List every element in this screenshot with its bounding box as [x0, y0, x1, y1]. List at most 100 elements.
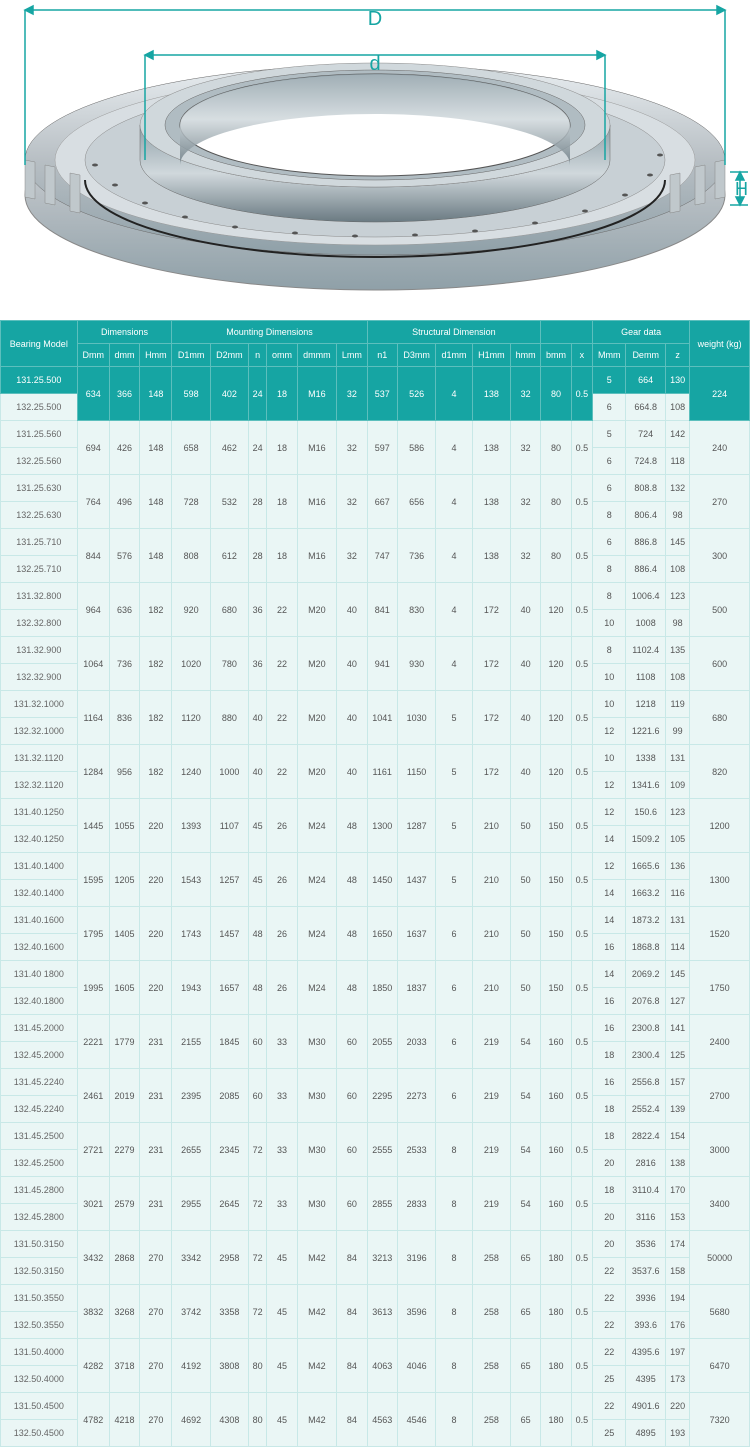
cell-value: 210: [472, 961, 510, 1015]
header-col: Lmm: [337, 344, 367, 367]
cell-gear: 2076.8: [626, 988, 666, 1015]
cell-gear: 664.8: [626, 394, 666, 421]
header-col: Demm: [626, 344, 666, 367]
cell-model: 132.40.1250: [1, 826, 78, 853]
header-group: [541, 321, 593, 344]
cell-value: 4308: [210, 1393, 248, 1447]
cell-gear: 145: [665, 529, 689, 556]
cell-value: M42: [297, 1339, 337, 1393]
cell-value: 2958: [210, 1231, 248, 1285]
header-col: hmm: [510, 344, 540, 367]
cell-gear: 123: [665, 583, 689, 610]
cell-gear: 1102.4: [626, 637, 666, 664]
cell-model: 132.25.500: [1, 394, 78, 421]
cell-value: 180: [541, 1393, 571, 1447]
cell-gear: 393.6: [626, 1312, 666, 1339]
cell-value: 148: [140, 529, 172, 583]
cell-value: 656: [397, 475, 435, 529]
cell-value: 1995: [77, 961, 109, 1015]
cell-model: 132.45.2500: [1, 1150, 78, 1177]
cell-gear: 886.8: [626, 529, 666, 556]
cell-value: 6: [436, 907, 472, 961]
cell-value: 3613: [367, 1285, 397, 1339]
cell-value: 84: [337, 1393, 367, 1447]
cell-gear: 12: [593, 799, 626, 826]
cell-value: 150: [541, 799, 571, 853]
cell-value: 0.5: [571, 961, 592, 1015]
cell-value: 40: [337, 691, 367, 745]
cell-value: 0.5: [571, 1339, 592, 1393]
cell-gear: 4895: [626, 1420, 666, 1447]
cell-value: 3358: [210, 1285, 248, 1339]
cell-gear: 153: [665, 1204, 689, 1231]
cell-value: 956: [109, 745, 139, 799]
cell-value: 120: [541, 583, 571, 637]
cell-gear: 8: [593, 583, 626, 610]
cell-gear: 20: [593, 1231, 626, 1258]
cell-value: 54: [510, 1177, 540, 1231]
cell-value: 48: [337, 907, 367, 961]
cell-value: 1287: [397, 799, 435, 853]
table-row: 131.45.224024612019231239520856033M30602…: [1, 1069, 750, 1096]
cell-value: 36: [249, 637, 267, 691]
cell-gear: 1341.6: [626, 772, 666, 799]
cell-value: 40: [510, 583, 540, 637]
cell-gear: 131: [665, 745, 689, 772]
cell-value: 1240: [172, 745, 210, 799]
header-col: n1: [367, 344, 397, 367]
cell-value: 270: [140, 1339, 172, 1393]
cell-value: 5: [436, 745, 472, 799]
cell-value: 220: [140, 799, 172, 853]
cell-value: 1637: [397, 907, 435, 961]
cell-value: 1107: [210, 799, 248, 853]
cell-gear: 193: [665, 1420, 689, 1447]
cell-model: 131.25.630: [1, 475, 78, 502]
cell-value: 60: [337, 1015, 367, 1069]
cell-value: 231: [140, 1069, 172, 1123]
cell-value: 636: [109, 583, 139, 637]
cell-value: M42: [297, 1231, 337, 1285]
cell-value: 84: [337, 1339, 367, 1393]
cell-gear: 173: [665, 1366, 689, 1393]
cell-value: 1657: [210, 961, 248, 1015]
cell-value: 747: [367, 529, 397, 583]
cell-value: 210: [472, 853, 510, 907]
cell-model: 132.45.2000: [1, 1042, 78, 1069]
cell-gear: 18: [593, 1042, 626, 1069]
cell-value: 32: [510, 475, 540, 529]
header-group: Mounting Dimensions: [172, 321, 367, 344]
cell-value: 26: [267, 799, 297, 853]
cell-model: 132.45.2800: [1, 1204, 78, 1231]
cell-value: 1650: [367, 907, 397, 961]
cell-gear: 22: [593, 1312, 626, 1339]
cell-value: 4563: [367, 1393, 397, 1447]
cell-value: 84: [337, 1231, 367, 1285]
cell-value: 138: [472, 421, 510, 475]
cell-value: 0.5: [571, 1123, 592, 1177]
cell-value: 26: [267, 853, 297, 907]
cell-gear: 2300.8: [626, 1015, 666, 1042]
dim-label-D: D: [368, 8, 382, 30]
cell-value: M16: [297, 421, 337, 475]
cell-value: 1161: [367, 745, 397, 799]
header-col: n: [249, 344, 267, 367]
table-row: 131.40.160017951405220174314574826M24481…: [1, 907, 750, 934]
cell-gear: 154: [665, 1123, 689, 1150]
cell-model: 131.50.4000: [1, 1339, 78, 1366]
cell-gear: 16: [593, 988, 626, 1015]
cell-gear: 99: [665, 718, 689, 745]
cell-value: 148: [140, 421, 172, 475]
cell-value: 3268: [109, 1285, 139, 1339]
cell-value: 1064: [77, 637, 109, 691]
header-group: Gear data: [593, 321, 690, 344]
cell-gear: 125: [665, 1042, 689, 1069]
cell-gear: 14: [593, 961, 626, 988]
cell-value: 8: [436, 1285, 472, 1339]
cell-value: 80: [541, 475, 571, 529]
cell-value: 736: [397, 529, 435, 583]
cell-value: 1150: [397, 745, 435, 799]
bearing-spec-table: Bearing ModelDimensionsMounting Dimensio…: [0, 320, 750, 1447]
cell-value: 40: [510, 745, 540, 799]
cell-value: 3742: [172, 1285, 210, 1339]
cell-gear: 116: [665, 880, 689, 907]
